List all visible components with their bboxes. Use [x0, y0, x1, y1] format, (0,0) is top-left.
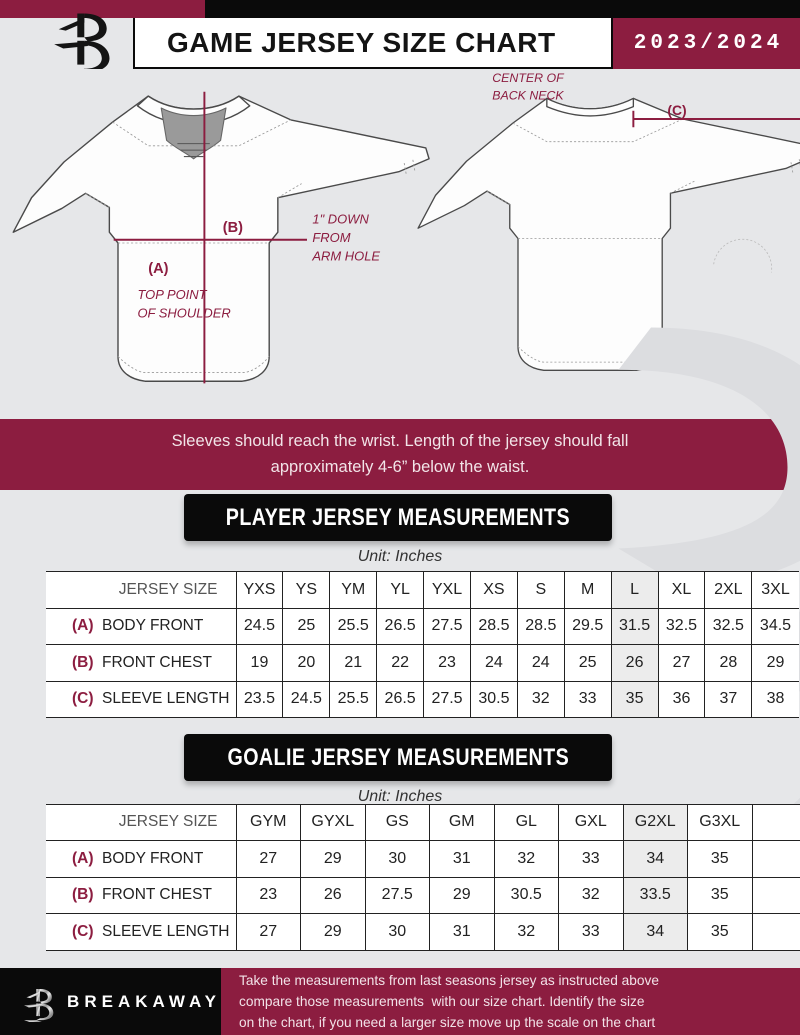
svg-text:TOP POINT: TOP POINT: [137, 287, 207, 302]
svg-text:BACK NECK: BACK NECK: [492, 88, 564, 102]
svg-text:(C): (C): [667, 102, 686, 118]
svg-text:1" DOWN: 1" DOWN: [312, 212, 369, 227]
svg-text:OF SHOULDER: OF SHOULDER: [137, 306, 230, 321]
svg-text:(B): (B): [223, 220, 243, 236]
svg-text:CENTER OF: CENTER OF: [492, 71, 565, 85]
svg-text:ARM HOLE: ARM HOLE: [311, 248, 380, 263]
svg-text:(A): (A): [148, 261, 168, 277]
svg-text:FROM: FROM: [312, 230, 350, 245]
